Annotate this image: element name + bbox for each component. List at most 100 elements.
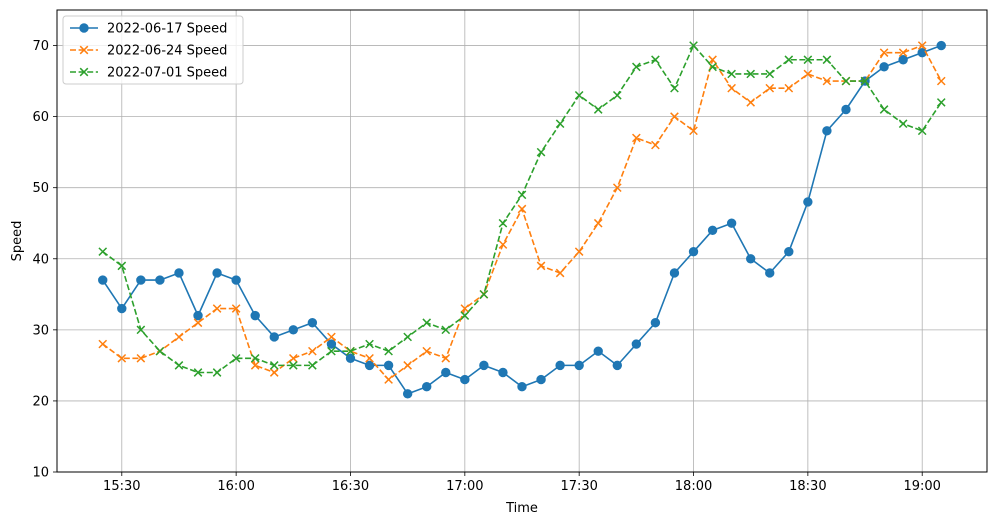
data-point bbox=[193, 368, 203, 377]
data-point bbox=[498, 367, 508, 378]
data-point bbox=[269, 368, 279, 377]
y-tick-label: 10 bbox=[32, 466, 49, 481]
data-point bbox=[269, 361, 279, 370]
data-point bbox=[593, 218, 603, 228]
x-axis: 15:30 16:00 16:30 17:00 17:30 18:00 18:30 19:00 bbox=[103, 472, 941, 494]
data-point bbox=[365, 353, 374, 363]
data-point bbox=[536, 147, 546, 157]
data-point bbox=[841, 76, 851, 86]
data-point bbox=[517, 204, 527, 214]
data-point bbox=[612, 183, 622, 193]
data-point bbox=[231, 275, 241, 285]
data-point bbox=[174, 361, 184, 370]
data-point bbox=[936, 76, 946, 86]
data-point bbox=[460, 304, 470, 313]
data-point bbox=[822, 55, 832, 65]
grid bbox=[57, 10, 987, 473]
data-point bbox=[460, 374, 470, 385]
data-point bbox=[441, 325, 451, 335]
data-point bbox=[288, 361, 298, 370]
data-point bbox=[917, 41, 927, 50]
data-point bbox=[555, 360, 565, 371]
data-point bbox=[250, 361, 260, 370]
data-point bbox=[612, 90, 622, 100]
data-point bbox=[383, 360, 394, 371]
data-point bbox=[422, 318, 432, 328]
data-point bbox=[936, 40, 946, 51]
data-point bbox=[98, 275, 108, 285]
data-point bbox=[155, 275, 165, 285]
data-point bbox=[765, 268, 775, 278]
x-tick-label: 16:30 bbox=[332, 479, 369, 494]
data-point bbox=[364, 360, 375, 371]
data-point bbox=[288, 353, 298, 363]
data-point bbox=[746, 69, 756, 79]
data-point bbox=[650, 318, 661, 328]
x-tick-label: 17:30 bbox=[560, 479, 597, 494]
data-point bbox=[860, 76, 870, 86]
data-point bbox=[308, 346, 317, 356]
data-point bbox=[784, 246, 794, 257]
data-point bbox=[784, 83, 794, 93]
data-point bbox=[174, 332, 184, 342]
data-point bbox=[727, 69, 736, 79]
data-point bbox=[669, 268, 680, 278]
data-series bbox=[98, 41, 946, 377]
data-point bbox=[212, 368, 222, 377]
data-point bbox=[517, 190, 527, 200]
data-point bbox=[231, 304, 241, 313]
data-point bbox=[460, 311, 470, 320]
data-point bbox=[402, 389, 413, 399]
data-point bbox=[898, 119, 908, 129]
data-point bbox=[174, 268, 184, 278]
legend-label: 2022-07-01 Speed bbox=[107, 66, 227, 81]
data-point bbox=[670, 112, 679, 121]
data-point bbox=[250, 310, 260, 321]
legend-swatch bbox=[70, 45, 98, 55]
data-point bbox=[593, 346, 603, 356]
legend-item: 2022-06-17 Speed bbox=[70, 22, 227, 37]
x-axis-label: Time bbox=[505, 501, 538, 516]
plot-frame bbox=[56, 9, 988, 473]
legend-marker bbox=[79, 67, 89, 77]
data-point bbox=[441, 367, 451, 378]
data-point bbox=[746, 98, 756, 107]
data-point bbox=[422, 346, 432, 356]
data-point bbox=[631, 339, 642, 349]
data-point bbox=[726, 218, 737, 228]
data-point bbox=[593, 105, 603, 114]
data-point bbox=[936, 98, 946, 107]
data-point bbox=[326, 339, 337, 349]
data-point bbox=[536, 374, 546, 385]
data-point bbox=[898, 48, 908, 57]
data-point bbox=[632, 62, 641, 72]
data-point bbox=[403, 361, 412, 370]
data-point bbox=[708, 62, 717, 72]
y-tick-label: 60 bbox=[32, 110, 49, 125]
legend-swatch bbox=[70, 23, 98, 33]
data-point bbox=[707, 225, 718, 236]
series-layer bbox=[98, 40, 946, 399]
data-point bbox=[879, 62, 889, 72]
y-tick-label: 70 bbox=[32, 39, 49, 54]
data-point bbox=[98, 339, 108, 349]
data-point bbox=[269, 332, 279, 342]
data-point bbox=[803, 69, 813, 79]
data-point bbox=[822, 126, 832, 136]
data-point bbox=[574, 360, 584, 371]
data-point bbox=[898, 55, 908, 65]
legend-marker bbox=[79, 23, 89, 33]
data-point bbox=[841, 104, 851, 115]
data-point bbox=[384, 346, 393, 356]
data-point bbox=[689, 41, 698, 50]
data-point bbox=[212, 304, 222, 313]
x-tick-label: 15:30 bbox=[103, 479, 140, 494]
y-tick-label: 40 bbox=[32, 252, 49, 267]
data-point bbox=[117, 303, 127, 314]
data-point bbox=[327, 332, 336, 342]
data-point bbox=[384, 375, 393, 384]
data-point bbox=[555, 268, 565, 278]
data-point bbox=[479, 289, 489, 299]
data-point bbox=[708, 55, 717, 65]
data-point bbox=[632, 133, 641, 143]
